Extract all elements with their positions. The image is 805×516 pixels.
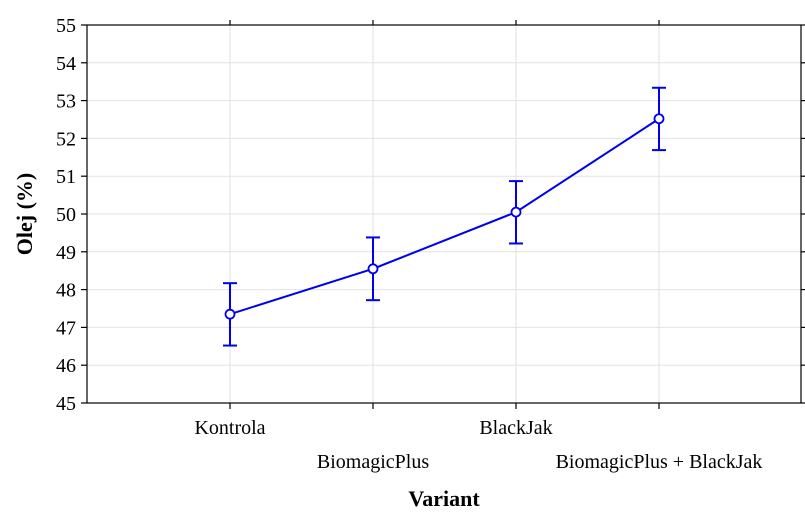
y-tick-label: 47 [56,317,76,339]
grid-lines [87,25,801,403]
y-tick-label: 50 [56,204,76,226]
data-point [367,263,379,275]
y-tick-label: 48 [56,280,76,302]
y-tick-label: 46 [56,355,76,377]
y-tick-label: 51 [56,166,76,188]
data-point [510,206,522,218]
y-tick-label: 55 [56,15,76,37]
y-tick-label: 53 [56,91,76,113]
x-axis-title: Variant [408,486,480,511]
series-line [229,117,660,316]
x-tick-label: BiomagicPlus + BlackJak [556,451,763,473]
data-point [224,308,236,320]
y-tick-label: 49 [56,242,76,264]
x-tick-label: BlackJak [479,417,552,439]
y-tick-label: 54 [56,53,76,75]
series-group [223,86,666,347]
x-tick-label: Kontrola [194,417,265,439]
x-axis: Kontrola BiomagicPlus BlackJakBiomagicPlus… [194,20,762,473]
y-tick-label: 45 [56,393,76,415]
x-tick-label: BiomagicPlus [317,451,429,473]
y-tick-label: 52 [56,128,76,150]
y-axis-title: Olej (%) [12,173,37,255]
y-axis: 45 46 47 48 49 50 51 52 53 54 55 [56,15,805,415]
data-point [653,113,665,125]
